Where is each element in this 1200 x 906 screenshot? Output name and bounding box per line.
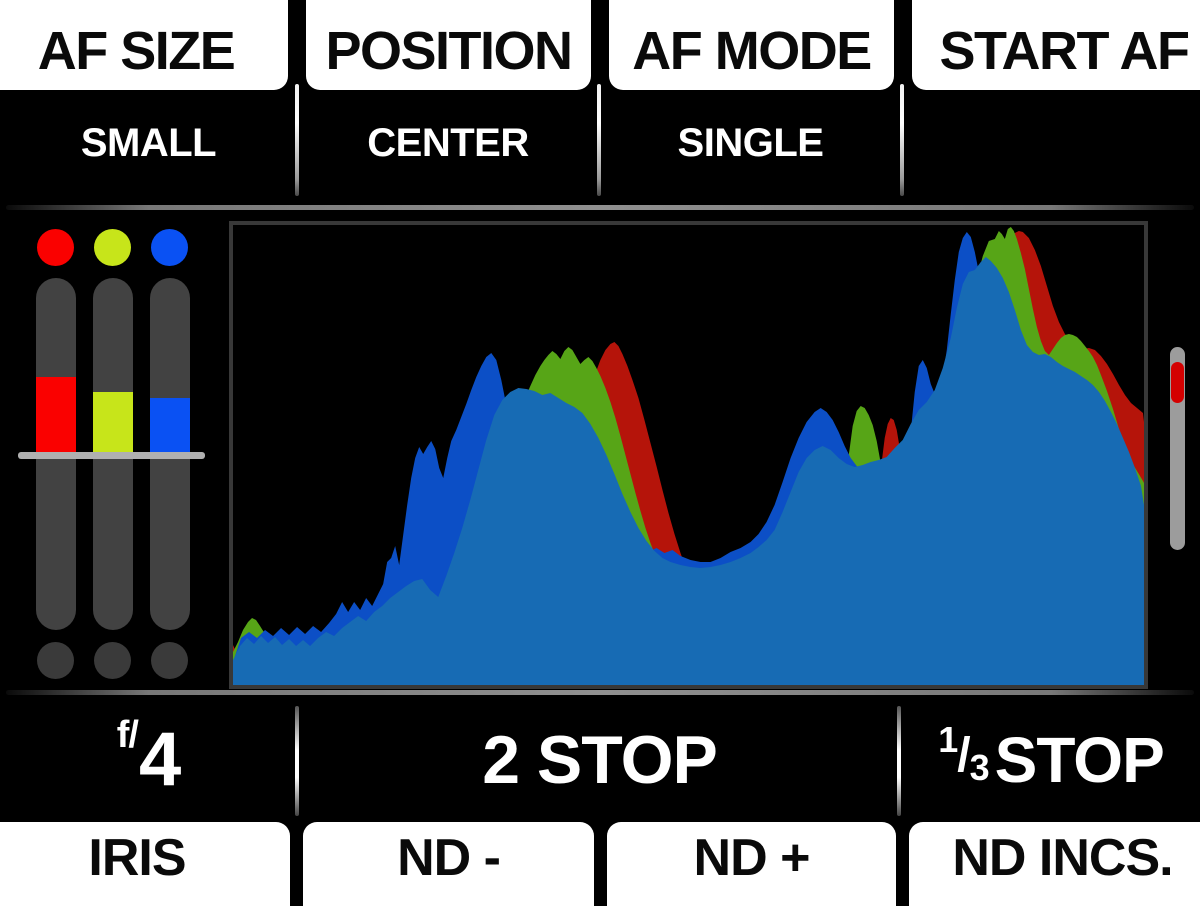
meter-fill-red <box>36 377 76 455</box>
af-mode-button[interactable]: AF MODE <box>609 0 894 90</box>
red-channel-dot <box>37 229 74 266</box>
position-button[interactable]: POSITION <box>306 0 591 90</box>
separator <box>900 84 904 196</box>
divider-line-top <box>6 205 1194 210</box>
blue-channel-dot <box>151 229 188 266</box>
meter-fill-blue <box>150 398 190 455</box>
meter-fill-green <box>93 392 133 455</box>
iris-button[interactable]: IRIS <box>0 822 290 906</box>
af-size-value: SMALL <box>80 121 217 165</box>
meter-bottom-dot <box>37 642 74 679</box>
fraction-numerator: 1 <box>938 718 958 760</box>
f-number: 4 <box>138 717 181 802</box>
separator <box>295 84 299 196</box>
separator <box>295 706 299 816</box>
nd-plus-button[interactable]: ND + <box>607 822 896 906</box>
nd-minus-button[interactable]: ND - <box>303 822 594 906</box>
meter-bottom-dot <box>94 642 131 679</box>
af-size-button[interactable]: AF SIZE <box>0 0 288 90</box>
histogram-svg <box>233 227 1144 685</box>
meter-bottom-dot <box>151 642 188 679</box>
divider-line-bottom <box>6 690 1194 695</box>
nd-stop-value: 2 STOP <box>482 721 718 798</box>
position-value: CENTER <box>367 121 529 165</box>
green-channel-dot <box>94 229 131 266</box>
focus-slider-thumb[interactable] <box>1171 362 1184 403</box>
fraction-denominator: 3 <box>969 746 990 788</box>
f-number-prefix: f/ <box>116 714 139 756</box>
nd-incs-button[interactable]: ND INCS. <box>909 822 1200 906</box>
meter-baseline <box>18 452 205 459</box>
separator <box>897 706 901 816</box>
start-af-value-cell <box>902 82 1200 205</box>
histogram-panel <box>229 221 1148 689</box>
af-mode-value: SINGLE <box>677 121 824 165</box>
fraction-unit: STOP <box>994 723 1165 796</box>
fraction-slash: / <box>957 729 970 782</box>
focus-slider-track[interactable] <box>1170 347 1185 550</box>
histogram-area-blue <box>233 257 1144 685</box>
nd-increment-value: 1/3 STOP <box>902 697 1200 822</box>
iris-value: f/4 <box>0 697 297 822</box>
start-af-button[interactable]: START AF <box>912 0 1200 90</box>
separator <box>597 84 601 196</box>
